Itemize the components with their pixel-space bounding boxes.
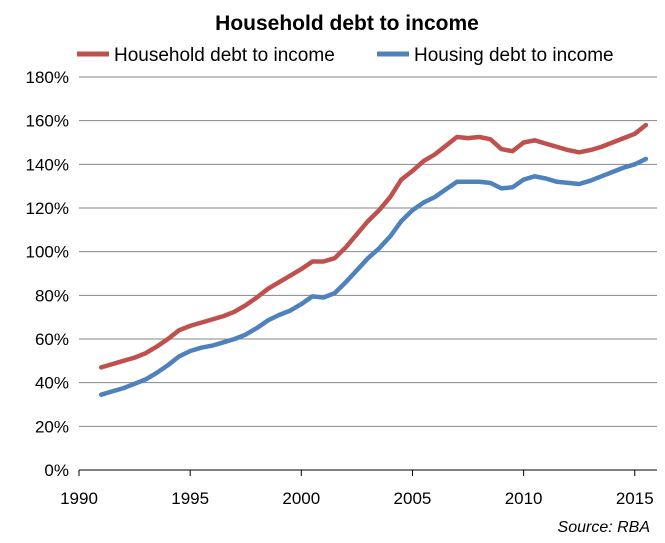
y-tick-label: 80% xyxy=(35,286,69,305)
y-axis-ticks: 0% 20% 40% 60% 80% 100% 120% 140% 160% 180% xyxy=(26,68,69,480)
chart-title: Household debt to income xyxy=(215,12,479,35)
x-tick-label: 2000 xyxy=(282,489,320,508)
y-tick-label: 0% xyxy=(44,461,69,480)
x-tick-label: 2005 xyxy=(394,489,432,508)
gridlines xyxy=(79,76,657,427)
x-tick-label: 2015 xyxy=(616,489,654,508)
y-tick-label: 60% xyxy=(35,330,69,349)
source-note: Source: RBA xyxy=(558,519,650,536)
y-tick-label: 140% xyxy=(26,155,69,174)
y-tick-label: 100% xyxy=(26,243,69,262)
series-line-household xyxy=(98,122,649,370)
y-tick-label: 120% xyxy=(26,199,69,218)
y-tick-label: 40% xyxy=(35,374,69,393)
x-tick-label: 1995 xyxy=(171,489,209,508)
series-line-housing xyxy=(98,156,649,397)
legend-label: Household debt to income xyxy=(114,45,335,66)
legend-label: Housing debt to income xyxy=(414,45,614,66)
x-tick-label: 1990 xyxy=(60,489,98,508)
x-tick-label: 2010 xyxy=(505,489,543,508)
y-tick-label: 160% xyxy=(26,112,69,131)
y-tick-label: 180% xyxy=(26,68,69,87)
series-layer xyxy=(98,122,649,397)
legend: Household debt to income Housing debt to … xyxy=(77,45,614,66)
y-tick-label: 20% xyxy=(35,417,69,436)
x-axis-ticks: 1990 1995 2000 2005 2010 2015 xyxy=(60,470,654,508)
